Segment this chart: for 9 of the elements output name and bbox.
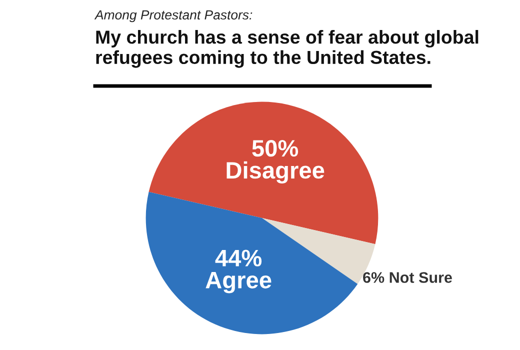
data-label: 50%: [252, 140, 298, 157]
slice-label: 6% Not Sure: [363, 272, 452, 283]
pie-slice: [148, 102, 378, 244]
data-label: 44%: [215, 250, 262, 266]
slice-label: Disagree: [226, 161, 324, 184]
pie-slice: [146, 192, 358, 334]
slice-label: Agree: [206, 272, 272, 294]
chart-subtitle: Among Protestant Pastors:: [94, 10, 252, 22]
chart-title: My church has a sense of fear about global refugees coming to the United States.: [96, 30, 478, 68]
